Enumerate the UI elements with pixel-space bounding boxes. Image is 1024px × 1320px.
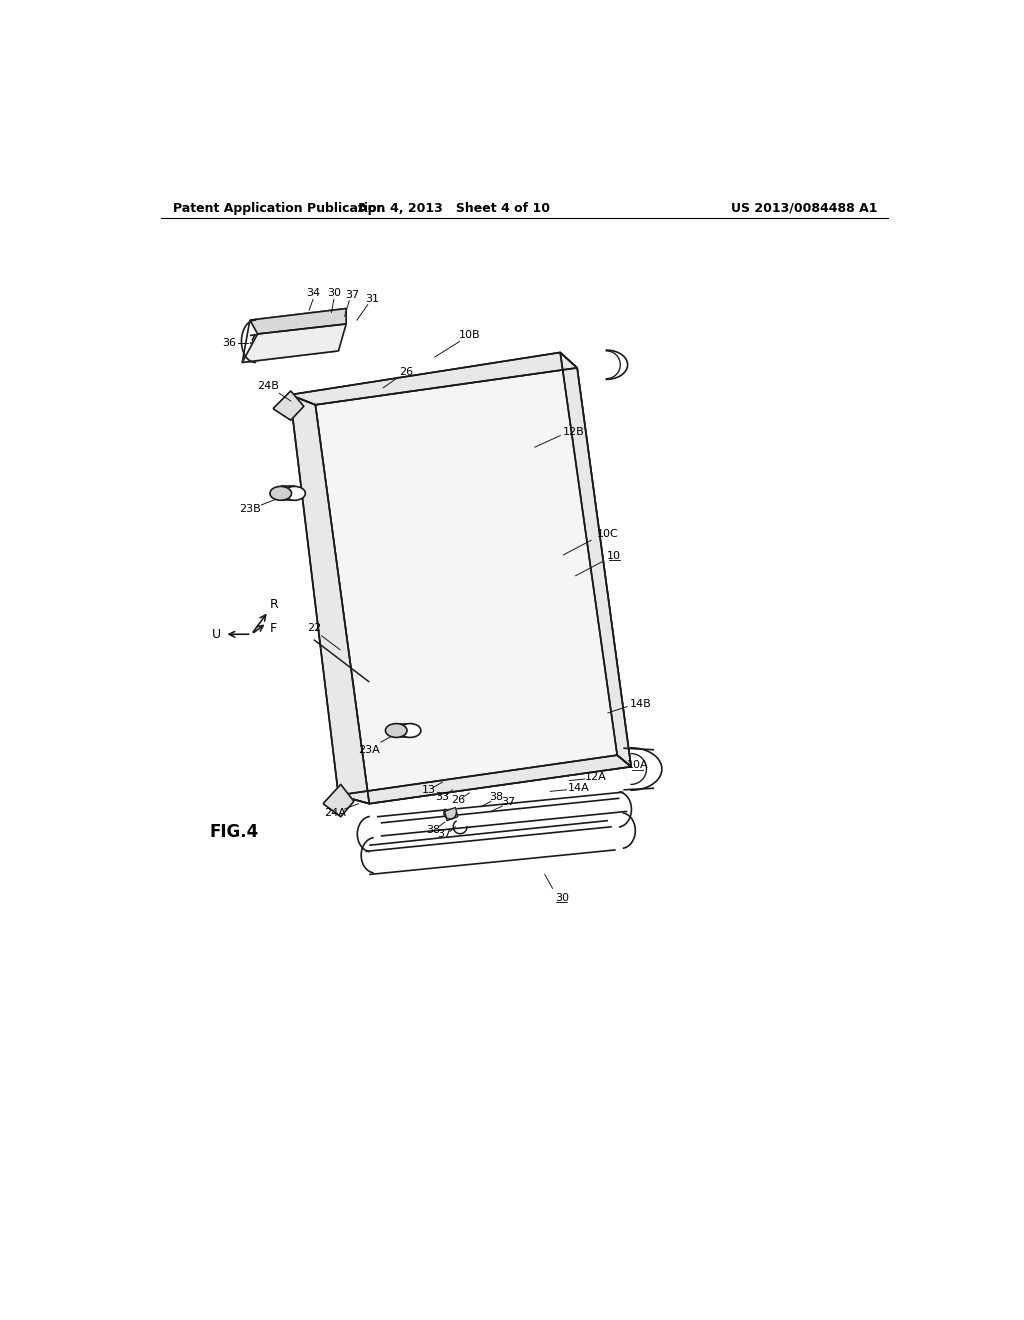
Polygon shape	[273, 391, 304, 420]
Text: 30: 30	[555, 892, 568, 903]
Ellipse shape	[399, 723, 421, 738]
Text: 10A: 10A	[627, 760, 648, 770]
Text: 10C: 10C	[597, 529, 618, 539]
Text: 22: 22	[307, 623, 321, 634]
Text: FIG.4: FIG.4	[209, 824, 258, 841]
Text: F: F	[269, 622, 276, 635]
Text: 38: 38	[489, 792, 504, 803]
Text: 37: 37	[437, 829, 452, 840]
Polygon shape	[290, 352, 578, 405]
Text: 23A: 23A	[358, 744, 380, 755]
Text: 34: 34	[306, 288, 321, 298]
Polygon shape	[250, 309, 346, 334]
Ellipse shape	[284, 487, 305, 500]
Polygon shape	[315, 368, 631, 804]
Text: 36: 36	[222, 338, 237, 348]
Text: R: R	[270, 598, 279, 611]
Text: Patent Application Publication: Patent Application Publication	[173, 202, 385, 215]
Ellipse shape	[385, 723, 407, 738]
Text: 10: 10	[607, 550, 622, 561]
Text: 37: 37	[501, 797, 515, 807]
Text: 23B: 23B	[239, 504, 261, 513]
Polygon shape	[444, 808, 458, 821]
Text: 14A: 14A	[568, 783, 590, 793]
Text: U: U	[212, 628, 221, 640]
Text: 10B: 10B	[459, 330, 480, 341]
Polygon shape	[560, 352, 631, 767]
Text: 24B: 24B	[257, 381, 279, 391]
Text: 24A: 24A	[324, 808, 345, 818]
Polygon shape	[323, 784, 354, 817]
Text: Apr. 4, 2013   Sheet 4 of 10: Apr. 4, 2013 Sheet 4 of 10	[358, 202, 550, 215]
Text: 30: 30	[327, 288, 341, 298]
Ellipse shape	[270, 487, 292, 500]
Text: 31: 31	[366, 293, 379, 304]
Polygon shape	[339, 755, 631, 804]
Text: 37: 37	[345, 290, 359, 301]
Text: 33: 33	[435, 792, 450, 803]
Text: 12A: 12A	[585, 772, 606, 783]
Text: 26: 26	[452, 795, 466, 805]
Text: 14B: 14B	[630, 698, 651, 709]
Text: 26: 26	[399, 367, 414, 376]
Polygon shape	[290, 395, 370, 804]
Text: US 2013/0084488 A1: US 2013/0084488 A1	[731, 202, 878, 215]
Text: 13: 13	[422, 785, 436, 795]
Text: 38: 38	[426, 825, 440, 834]
Polygon shape	[243, 323, 346, 363]
Text: 12B: 12B	[562, 426, 584, 437]
